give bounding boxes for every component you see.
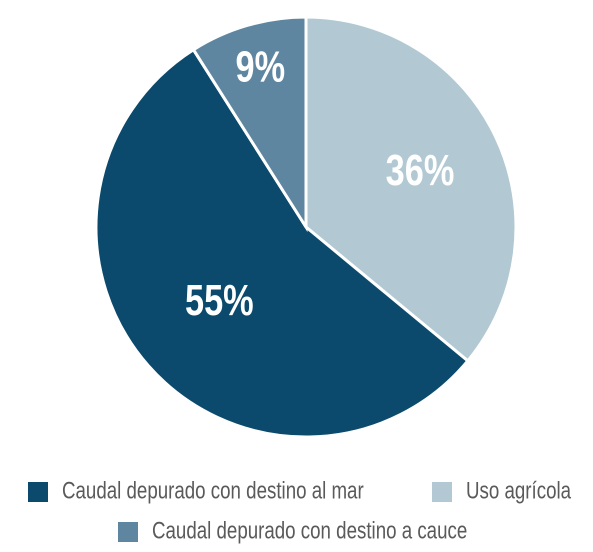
legend-label-group: Caudal depurado con destino al mar <box>62 477 364 504</box>
slice-label-group: 9% <box>236 42 286 91</box>
legend-swatch <box>28 482 48 502</box>
pie-slice <box>191 15 308 233</box>
slice-label: 9% <box>236 42 286 91</box>
slice-label-group: 55% <box>185 276 254 325</box>
slice-label: 55% <box>185 276 254 325</box>
pie-slice <box>94 47 470 439</box>
legend-label: Uso agrícola <box>466 477 571 504</box>
pie-slice <box>304 15 518 363</box>
legend-label-group: Uso agrícola <box>466 477 571 504</box>
legend-swatch <box>432 482 452 502</box>
slice-label: 36% <box>386 146 455 195</box>
legend-label: Caudal depurado con destino a cauce <box>152 517 467 544</box>
slice-label-group: 36% <box>386 146 455 195</box>
legend-label-group: Caudal depurado con destino a cauce <box>152 517 467 544</box>
legend-swatch <box>118 522 138 542</box>
legend-label: Caudal depurado con destino al mar <box>62 477 364 504</box>
